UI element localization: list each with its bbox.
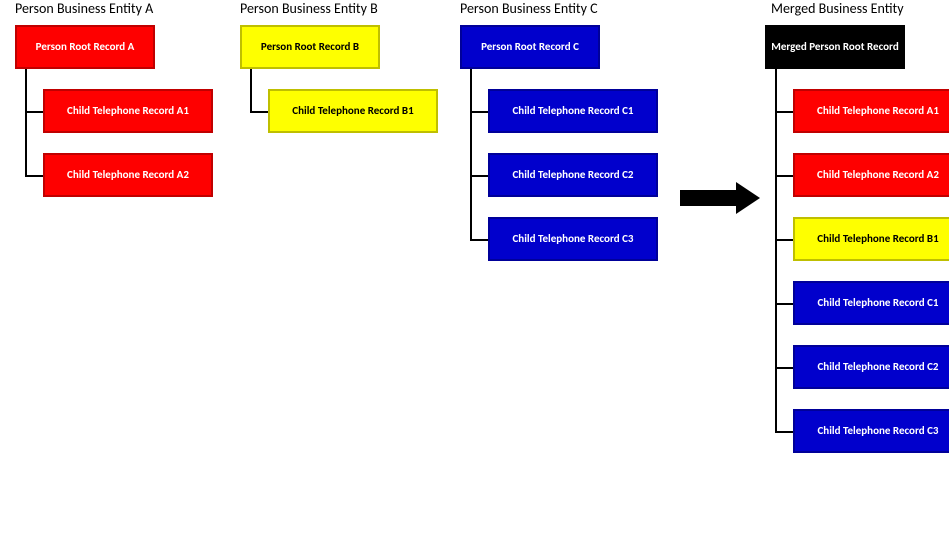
tree-hline [775,303,793,305]
child-record-box: Child Telephone Record C3 [488,217,658,261]
tree-hline [470,111,488,113]
tree-hline [775,431,793,433]
child-record-row: Child Telephone Record C3 [488,217,658,261]
child-record-box: Child Telephone Record C1 [488,89,658,133]
child-record-row: Child Telephone Record C2 [488,153,658,197]
child-record-box: Child Telephone Record C3 [793,409,949,453]
tree-hline [775,239,793,241]
tree-hline [25,175,43,177]
child-record-box: Child Telephone Record A2 [43,153,213,197]
tree-hline [775,175,793,177]
tree-vline [470,69,472,239]
child-record-box: Child Telephone Record A2 [793,153,949,197]
root-record-box: Person Root Record A [15,25,155,69]
arrow-shaft [680,190,736,206]
child-record-row: Child Telephone Record C1 [793,281,949,325]
entity-column-c: Person Business Entity C Person Root Reco… [460,0,658,261]
child-record-row: Child Telephone Record C3 [793,409,949,453]
child-record-row: Child Telephone Record A2 [43,153,213,197]
entity-title: Merged Business Entity [771,0,949,17]
child-record-box: Child Telephone Record A1 [793,89,949,133]
entity-column-b: Person Business Entity B Person Root Reco… [240,0,438,133]
entity-column-m: Merged Business Entity Merged Person Root… [765,0,949,453]
tree-hline [25,111,43,113]
child-record-box: Child Telephone Record A1 [43,89,213,133]
child-record-row: Child Telephone Record C1 [488,89,658,133]
child-record-row: Child Telephone Record B1 [268,89,438,133]
root-record-box: Person Root Record B [240,25,380,69]
tree-hline [470,175,488,177]
entity-column-a: Person Business Entity A Person Root Reco… [15,0,213,197]
children-container: Child Telephone Record A1 Child Telephone… [793,89,949,453]
root-record-box: Merged Person Root Record [765,25,905,69]
child-record-row: Child Telephone Record C2 [793,345,949,389]
tree-hline [470,239,488,241]
entity-title: Person Business Entity A [15,0,213,17]
arrow-icon [680,182,760,214]
children-container: Child Telephone Record B1 [268,89,438,133]
arrow-head [736,182,760,214]
children-container: Child Telephone Record C1 Child Telephone… [488,89,658,261]
child-record-box: Child Telephone Record B1 [268,89,438,133]
tree-hline [775,367,793,369]
child-record-row: Child Telephone Record A1 [43,89,213,133]
tree-hline [250,111,268,113]
root-record-box: Person Root Record C [460,25,600,69]
child-record-row: Child Telephone Record A1 [793,89,949,133]
entity-title: Person Business Entity C [460,0,658,17]
child-record-box: Child Telephone Record C1 [793,281,949,325]
child-record-box: Child Telephone Record C2 [793,345,949,389]
tree-hline [775,111,793,113]
child-record-row: Child Telephone Record B1 [793,217,949,261]
child-record-box: Child Telephone Record B1 [793,217,949,261]
child-record-row: Child Telephone Record A2 [793,153,949,197]
tree-vline [250,69,252,111]
entity-title: Person Business Entity B [240,0,438,17]
child-record-box: Child Telephone Record C2 [488,153,658,197]
tree-vline [25,69,27,175]
children-container: Child Telephone Record A1 Child Telephone… [43,89,213,197]
tree-vline [775,69,777,431]
